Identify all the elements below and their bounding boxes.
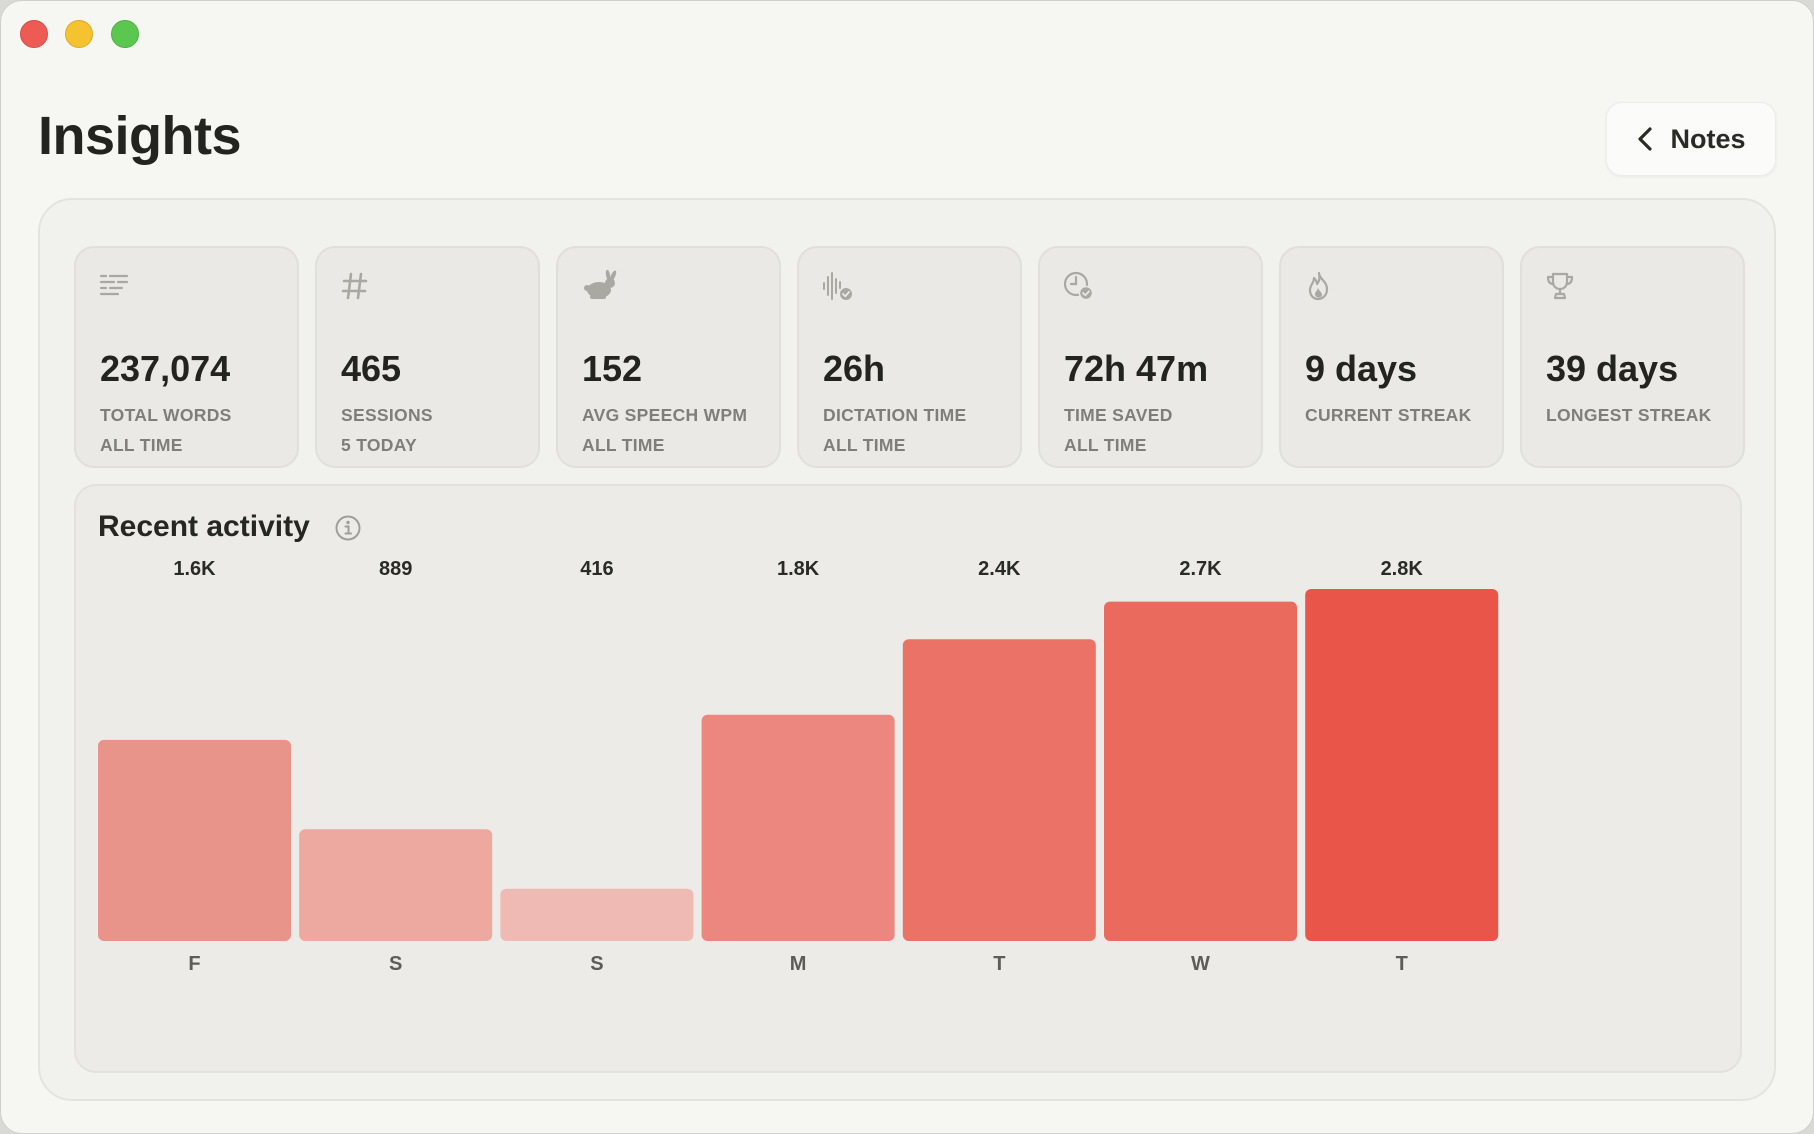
stat-sublabel: ALL TIME bbox=[582, 435, 665, 455]
bar-value-label: 889 bbox=[379, 558, 412, 580]
stat-value: 39 days bbox=[1546, 348, 1679, 389]
stat-sublabel: ALL TIME bbox=[1064, 435, 1147, 455]
stat-sublabel: ALL TIME bbox=[100, 435, 183, 455]
day-label: S bbox=[389, 953, 402, 975]
activity-bar-0 bbox=[98, 739, 291, 941]
rabbit-icon bbox=[580, 270, 617, 302]
bar-value-label: 2.4K bbox=[978, 558, 1021, 580]
clock-check-icon bbox=[1062, 270, 1094, 302]
stat-label: AVG SPEECH WPM bbox=[582, 405, 748, 425]
day-label: S bbox=[590, 953, 603, 975]
stat-sublabel: 5 TODAY bbox=[341, 435, 418, 455]
activity-bar-1 bbox=[299, 829, 493, 941]
day-label: T bbox=[993, 953, 1005, 975]
stat-value: 26h bbox=[823, 348, 886, 389]
bar-value-label: 2.7K bbox=[1179, 558, 1222, 580]
info-icon[interactable] bbox=[334, 514, 362, 542]
stat-label: LONGEST STREAK bbox=[1546, 405, 1712, 425]
day-label: F bbox=[188, 953, 200, 975]
bar-value-label: 2.8K bbox=[1381, 558, 1424, 580]
text-lines-icon bbox=[98, 270, 130, 302]
stat-value: 152 bbox=[582, 348, 643, 389]
stat-value: 465 bbox=[341, 348, 402, 389]
stat-label: SESSIONS bbox=[341, 405, 433, 425]
trophy-icon bbox=[1544, 270, 1576, 302]
day-label: W bbox=[1191, 953, 1210, 975]
stat-card-total-words: 237,074 TOTAL WORDS ALL TIME bbox=[74, 246, 299, 468]
hash-icon bbox=[339, 270, 371, 302]
bar-value-label: 1.8K bbox=[777, 558, 820, 580]
stat-card-current-streak: 9 days CURRENT STREAK bbox=[1279, 246, 1504, 468]
stat-label: CURRENT STREAK bbox=[1305, 405, 1472, 425]
insights-panel: 237,074 TOTAL WORDS ALL TIME 465 SESSION… bbox=[38, 198, 1776, 1101]
stat-label: TOTAL WORDS bbox=[100, 405, 232, 425]
stat-sublabel: ALL TIME bbox=[823, 435, 906, 455]
activity-title: Recent activity bbox=[98, 510, 310, 543]
notes-back-button[interactable]: Notes bbox=[1606, 102, 1776, 176]
page-title: Insights bbox=[38, 106, 242, 166]
activity-bar-5 bbox=[1104, 601, 1297, 941]
minimize-window-button[interactable] bbox=[65, 20, 93, 48]
activity-bar-4 bbox=[902, 639, 1096, 941]
chevron-left-icon bbox=[1636, 126, 1654, 152]
stat-label: TIME SAVED bbox=[1064, 405, 1173, 425]
stat-value: 9 days bbox=[1305, 348, 1418, 389]
close-window-button[interactable] bbox=[20, 20, 48, 48]
stat-card-dictation-time: 26h DICTATION TIME ALL TIME bbox=[797, 246, 1022, 468]
recent-activity-card: 1.6K F 889 S 416 S 1.8K M 2.4K T 2.7K W 2.8K T Recent… bbox=[74, 484, 1742, 1073]
day-label: M bbox=[790, 953, 807, 975]
stat-card-avg-wpm: 152 AVG SPEECH WPM ALL TIME bbox=[556, 246, 781, 468]
stat-label: DICTATION TIME bbox=[823, 405, 967, 425]
stat-value: 72h 47m bbox=[1064, 348, 1209, 389]
flame-icon bbox=[1303, 270, 1335, 302]
activity-bar-3 bbox=[701, 714, 895, 941]
stat-card-sessions: 465 SESSIONS 5 TODAY bbox=[315, 246, 540, 468]
waveform-check-icon bbox=[821, 270, 853, 302]
stat-value: 237,074 bbox=[100, 348, 231, 389]
activity-bar-6 bbox=[1305, 589, 1499, 941]
activity-bar-2 bbox=[500, 888, 694, 941]
notes-back-label: Notes bbox=[1670, 123, 1746, 154]
activity-bar-chart: 1.6K F 889 S 416 S 1.8K M 2.4K T 2.7K W 2.8K T bbox=[98, 558, 1499, 975]
day-label: T bbox=[1396, 953, 1408, 975]
stat-card-longest-streak: 39 days LONGEST STREAK bbox=[1520, 246, 1745, 468]
bar-value-label: 416 bbox=[580, 558, 613, 580]
stat-card-time-saved: 72h 47m TIME SAVED ALL TIME bbox=[1038, 246, 1263, 468]
zoom-window-button[interactable] bbox=[111, 20, 139, 48]
bar-value-label: 1.6K bbox=[173, 558, 216, 580]
